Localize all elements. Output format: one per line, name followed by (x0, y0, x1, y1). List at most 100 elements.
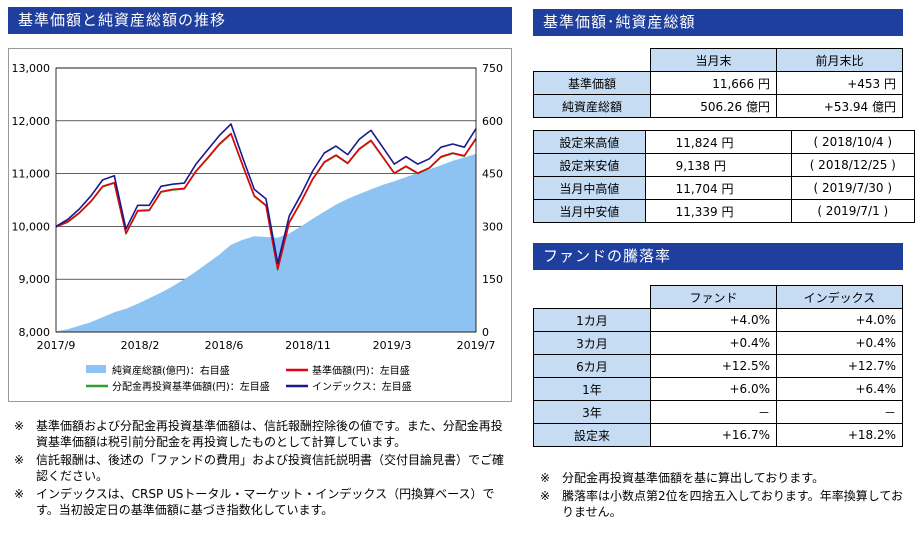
fund-return: +4.0% (650, 308, 777, 332)
y-left-tick-label: 10,000 (12, 220, 51, 233)
note-text: 基準価額および分配金再投資基準価額は、信託報酬控除後の値です。また、分配金再投資… (36, 419, 503, 449)
legend-label: 純資産総額(億円)：右目盛 (112, 364, 230, 377)
perf-row: 6カ月 +12.5% +12.7% (533, 354, 903, 378)
note-item: ※ 信託報酬は、後述の「ファンドの費用」および投資信託説明書（交付目論見書）でご確… (14, 452, 512, 484)
row-label: 純資産総額 (533, 94, 651, 118)
nav-row-assets: 純資産総額 506.26 億円 +53.94 億円 (533, 94, 903, 118)
perf-header-fund: ファンド (650, 285, 777, 309)
index-return: － (776, 400, 903, 424)
row-label: 1年 (533, 377, 651, 401)
index-return: +12.7% (776, 354, 903, 378)
nav-price-change: +453 円 (776, 71, 903, 95)
row-label: 設定来安値 (533, 153, 646, 177)
extreme-date: ( 2018/10/4 ) (790, 130, 915, 154)
fund-return: +12.5% (650, 354, 777, 378)
y-left-tick-label: 9,000 (19, 273, 51, 286)
perf-row: 3年 － － (533, 400, 903, 424)
row-label: 当月中高値 (533, 176, 646, 200)
y-right-tick-label: 150 (482, 273, 503, 286)
note-item: ※ 騰落率は小数点第2位を四捨五入しております。年率換算しておりません。 (540, 488, 905, 520)
net-assets-area (56, 153, 476, 332)
index-return: +0.4% (776, 331, 903, 355)
nav-table-header-row: 当月末 前月末比 (534, 48, 903, 72)
row-label: 1カ月 (533, 308, 651, 332)
chart-title-bar: 基準価額と純資産総額の推移 (8, 7, 512, 34)
row-label: 当月中安値 (533, 199, 646, 223)
row-label: 基準価額 (533, 71, 651, 95)
y-right-tick-label: 300 (482, 220, 503, 233)
row-label: 3年 (533, 400, 651, 424)
y-left-tick-label: 8,000 (19, 326, 51, 339)
note-text: 騰落率は小数点第2位を四捨五入しております。年率換算しておりません。 (562, 489, 903, 519)
x-tick-label: 2018/11 (285, 339, 331, 352)
chart-svg: 13,000 12,000 11,000 10,000 9,000 8,000 750 600… (8, 48, 512, 402)
extreme-value: 9,138 円 (644, 153, 792, 177)
extreme-value: 11,339 円 (644, 199, 792, 223)
net-assets-change: +53.94 億円 (776, 94, 903, 118)
extreme-row: 設定来安値 9,138 円 ( 2018/12/25 ) (533, 153, 915, 177)
legend-label: 分配金再投資基準価額(円)：左目盛 (112, 380, 270, 393)
note-text: 信託報酬は、後述の「ファンドの費用」および投資信託説明書（交付目論見書）でご確認… (36, 453, 505, 483)
extreme-date: ( 2019/7/1 ) (790, 199, 915, 223)
legend-label: 基準価額(円)：左目盛 (312, 364, 410, 377)
y-right-tick-label: 750 (482, 62, 503, 75)
note-text: 分配金再投資基準価額を基に算出しております。 (562, 471, 825, 485)
nav-header-change: 前月末比 (776, 48, 903, 72)
note-mark: ※ (540, 471, 551, 485)
x-tick-label: 2018/2 (121, 339, 160, 352)
performance-table: ファンド インデックス 1カ月 +4.0% +4.0% 3カ月 +0.4% +0… (533, 285, 903, 447)
y-left-tick-label: 11,000 (12, 168, 51, 181)
extreme-row: 設定来高値 11,824 円 ( 2018/10/4 ) (533, 130, 915, 154)
extreme-value: 11,824 円 (644, 130, 792, 154)
nav-title: 基準価額･純資産総額 (543, 13, 696, 31)
perf-row: 3カ月 +0.4% +0.4% (533, 331, 903, 355)
row-label: 設定来高値 (533, 130, 646, 154)
nav-table-corner (534, 49, 651, 72)
x-tick-label: 2017/9 (37, 339, 76, 352)
left-notes: ※ 基準価額および分配金再投資基準価額は、信託報酬控除後の値です。また、分配金再投… (14, 418, 512, 520)
y-left-tick-label: 13,000 (12, 62, 51, 75)
right-notes: ※ 分配金再投資基準価額を基に算出しております。 ※ 騰落率は小数点第2位を四捨五入し… (540, 470, 905, 522)
performance-title-bar: ファンドの騰落率 (533, 243, 903, 270)
fund-return: － (650, 400, 777, 424)
index-line (55, 123, 477, 265)
nav-row-price: 基準価額 11,666 円 +453 円 (533, 71, 903, 95)
extreme-date: ( 2018/12/25 ) (790, 153, 915, 177)
extreme-date: ( 2019/7/30 ) (790, 176, 915, 200)
row-label: 設定来 (533, 423, 651, 447)
extremes-table: 設定来高値 11,824 円 ( 2018/10/4 ) 設定来安値 9,138… (533, 130, 915, 223)
y-right-tick-label: 600 (482, 115, 503, 128)
nav-header-current: 当月末 (650, 48, 777, 72)
y-right-tick-label: 0 (482, 326, 489, 339)
y-left-tick-label: 12,000 (12, 115, 51, 128)
fund-return: +0.4% (650, 331, 777, 355)
x-tick-label: 2019/3 (373, 339, 412, 352)
legend-swatch (86, 365, 106, 373)
x-tick-label: 2018/6 (205, 339, 244, 352)
note-text: インデックスは、CRSP USトータル・マーケット・インデックス（円換算ベース）… (36, 487, 495, 517)
extreme-row: 当月中安値 11,339 円 ( 2019/7/1 ) (533, 199, 915, 223)
note-item: ※ 分配金再投資基準価額を基に算出しております。 (540, 470, 905, 486)
fund-return: +6.0% (650, 377, 777, 401)
nav-price-value: 11,666 円 (650, 71, 777, 95)
note-mark: ※ (14, 419, 25, 433)
chart-title: 基準価額と純資産総額の推移 (18, 11, 227, 29)
perf-header-index: インデックス (776, 285, 903, 309)
nav-chart: 13,000 12,000 11,000 10,000 9,000 8,000 750 600… (8, 48, 512, 402)
extreme-row: 当月中高値 11,704 円 ( 2019/7/30 ) (533, 176, 915, 200)
plot-area (55, 67, 477, 333)
perf-row: 1年 +6.0% +6.4% (533, 377, 903, 401)
note-item: ※ インデックスは、CRSP USトータル・マーケット・インデックス（円換算ベース… (14, 486, 512, 518)
nav-line (55, 132, 477, 270)
nav-title-bar: 基準価額･純資産総額 (533, 9, 903, 36)
perf-table-corner (534, 286, 651, 309)
note-mark: ※ (14, 487, 25, 501)
net-assets-value: 506.26 億円 (650, 94, 777, 118)
note-mark: ※ (14, 453, 25, 467)
nav-table: 当月末 前月末比 基準価額 11,666 円 +453 円 純資産総額 506.… (533, 48, 903, 118)
perf-row: 設定来 +16.7% +18.2% (533, 423, 903, 447)
performance-title: ファンドの騰落率 (543, 247, 672, 265)
row-label: 3カ月 (533, 331, 651, 355)
perf-header-row: ファンド インデックス (534, 285, 903, 309)
index-return: +18.2% (776, 423, 903, 447)
